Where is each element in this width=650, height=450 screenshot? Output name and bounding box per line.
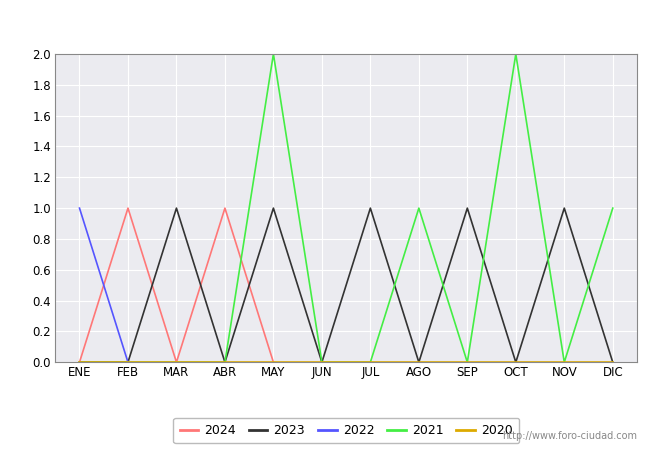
- Legend: 2024, 2023, 2022, 2021, 2020: 2024, 2023, 2022, 2021, 2020: [174, 418, 519, 443]
- Text: http://www.foro-ciudad.com: http://www.foro-ciudad.com: [502, 431, 637, 441]
- Text: Matriculaciones de Vehiculos en La Figuera: Matriculaciones de Vehiculos en La Figue…: [146, 14, 504, 33]
